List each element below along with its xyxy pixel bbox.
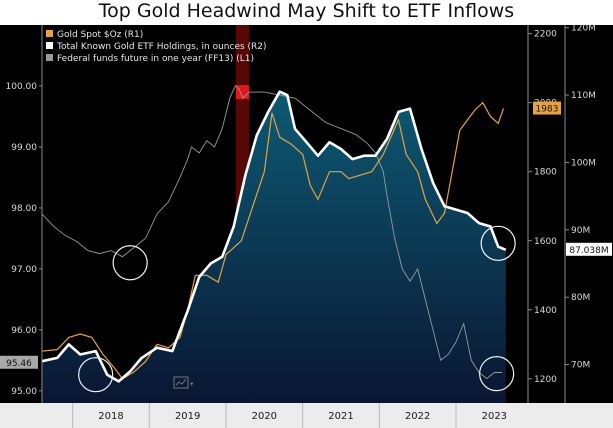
l1-tick-label: 98.00 xyxy=(11,204,37,214)
x-tick-label: 2022 xyxy=(405,411,430,422)
x-tick-label: 2020 xyxy=(252,411,277,422)
l1-tick-label: 99.00 xyxy=(11,143,37,153)
r1-tick-label: 1600 xyxy=(534,237,557,247)
l1-tick-label: 96.00 xyxy=(11,326,37,336)
r1-tick-label: 1400 xyxy=(534,306,557,316)
r2-tick-label: 70M xyxy=(571,361,590,371)
gold-spot-line xyxy=(41,101,505,380)
r2-tick-label: 90M xyxy=(571,226,590,236)
svg-text:▾: ▾ xyxy=(190,380,194,388)
fed-funds-line xyxy=(41,85,502,380)
x-tick-label: 2018 xyxy=(98,411,123,422)
x-tick-label: 2021 xyxy=(328,411,353,422)
r2-tick-label: 100M xyxy=(571,158,596,168)
x-axis-band xyxy=(0,403,613,428)
etf-holdings-area xyxy=(42,91,506,403)
l1-tick-label: 100.00 xyxy=(6,82,38,92)
l1-tick-label: 95.00 xyxy=(11,387,37,397)
x-tick-label: 2019 xyxy=(175,411,200,422)
r2-last-value: 87.038M xyxy=(569,246,608,256)
l1-last-value: 95.46 xyxy=(6,359,32,369)
r1-last-value: 1983 xyxy=(536,105,559,115)
legend-label: Gold Spot $Oz (R1) xyxy=(57,30,143,40)
etf-holdings-line xyxy=(41,90,507,383)
chart-title: Top Gold Headwind May Shift to ETF Inflo… xyxy=(98,0,515,22)
r1-tick-label: 1200 xyxy=(534,375,557,385)
annotation-circle xyxy=(480,225,516,261)
legend-swatch xyxy=(46,30,53,37)
chart-type-icon[interactable]: ▾ xyxy=(173,376,194,389)
r1-tick-label: 1800 xyxy=(534,168,557,178)
r1-last-value-tag xyxy=(533,101,561,115)
r2-last-value-tag xyxy=(566,242,612,256)
annotation-circle xyxy=(78,357,114,393)
l1-tick-label: 97.00 xyxy=(11,265,37,275)
annotation-circle xyxy=(112,245,148,281)
legend-swatch xyxy=(46,42,53,49)
r1-tick-label: 2200 xyxy=(534,30,557,40)
legend-label: Total Known Gold ETF Holdings, in ounces… xyxy=(56,42,267,52)
l1-last-value-tag xyxy=(0,355,38,369)
x-tick-label: 2023 xyxy=(482,411,507,422)
annotation-circle xyxy=(479,356,515,392)
legend-label: Federal funds future in one year (FF13) … xyxy=(57,54,254,64)
r2-tick-label: 120M xyxy=(571,25,596,34)
legend-swatch xyxy=(46,54,53,61)
r2-tick-label: 110M xyxy=(571,91,596,101)
chart-canvas: 95.00 96.00 97.00 98.00 99.00 100.00 1200 1400 1… xyxy=(0,25,613,428)
r2-tick-label: 80M xyxy=(571,293,590,303)
